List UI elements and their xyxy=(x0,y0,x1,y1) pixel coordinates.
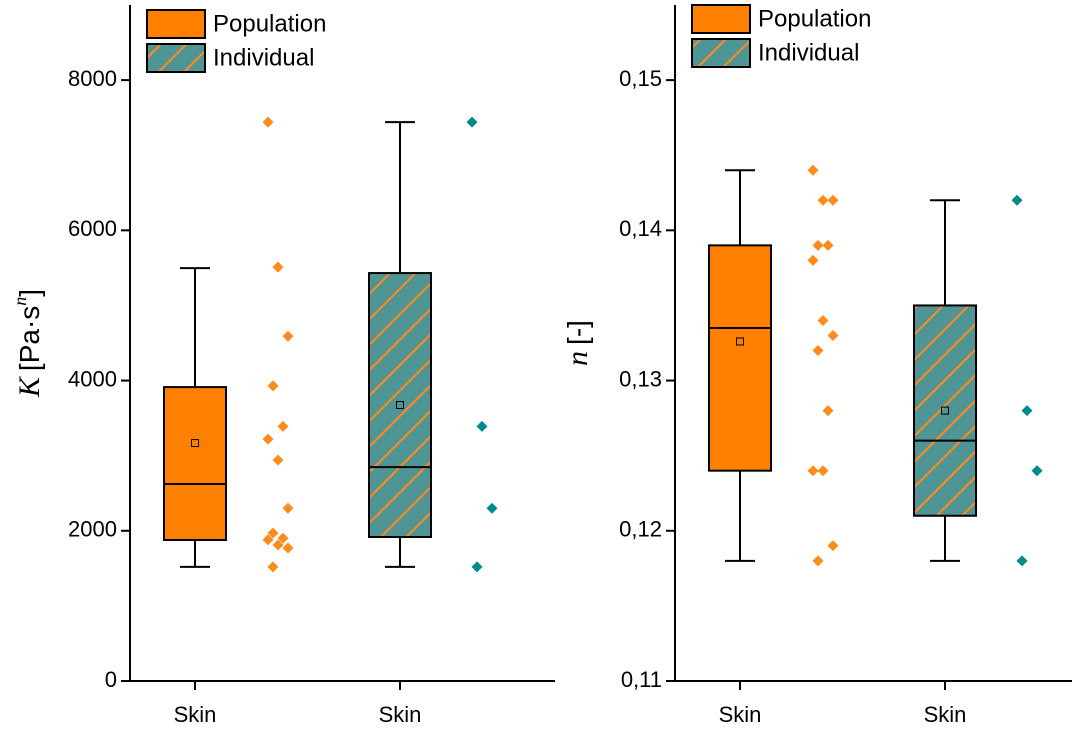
legend-label: Population xyxy=(758,5,871,32)
y-tick-label: 0,14 xyxy=(619,216,662,241)
data-point xyxy=(486,502,498,514)
data-point xyxy=(807,254,819,266)
data-point xyxy=(262,433,274,445)
x-tick-label: Skin xyxy=(924,702,967,727)
x-tick-label: Skin xyxy=(174,702,217,727)
legend-label: Population xyxy=(213,10,326,37)
legend-swatch xyxy=(146,9,206,39)
data-point xyxy=(812,345,824,357)
data-point xyxy=(476,420,488,432)
y-label-symbol: n xyxy=(561,351,594,366)
data-point xyxy=(807,465,819,477)
legend-label: Individual xyxy=(758,39,859,66)
data-point xyxy=(827,194,839,206)
data-point xyxy=(267,380,279,392)
legend-swatch xyxy=(691,38,751,68)
x-tick-label: Skin xyxy=(379,702,422,727)
data-point xyxy=(282,542,294,554)
data-point xyxy=(272,539,284,551)
data-point xyxy=(262,116,274,128)
data-point xyxy=(1016,555,1028,567)
box xyxy=(913,304,977,517)
data-point xyxy=(1021,405,1033,417)
data-point xyxy=(822,405,834,417)
legend-swatch xyxy=(691,4,751,34)
y-label-superscript: n xyxy=(10,297,30,306)
y-label-symbol: K xyxy=(13,375,46,398)
legend-swatch xyxy=(146,43,206,73)
data-point xyxy=(471,561,483,573)
y-tick-label: 0,11 xyxy=(621,667,662,692)
data-point xyxy=(282,502,294,514)
y-tick-label: 0,12 xyxy=(619,517,662,542)
box xyxy=(368,272,432,539)
data-point xyxy=(807,164,819,176)
y-label-text: [Pa·s xyxy=(14,306,45,371)
data-point xyxy=(267,561,279,573)
data-point xyxy=(466,116,478,128)
box xyxy=(163,386,227,542)
data-point xyxy=(277,532,289,544)
x-tick-label: Skin xyxy=(719,702,762,727)
y-tick-label: 8000 xyxy=(68,66,117,91)
y-tick-label: 4000 xyxy=(68,366,117,391)
data-point xyxy=(827,329,839,341)
data-point xyxy=(272,261,284,273)
y-label-close: ] xyxy=(14,289,45,297)
data-point xyxy=(817,465,829,477)
mean-marker xyxy=(941,406,949,415)
data-point xyxy=(272,454,284,466)
data-point xyxy=(262,534,274,546)
data-point xyxy=(817,314,829,326)
data-point xyxy=(277,420,289,432)
data-point xyxy=(822,239,834,251)
data-point xyxy=(827,540,839,552)
y-tick-label: 6000 xyxy=(68,216,117,241)
y-tick-label: 0,13 xyxy=(619,366,662,391)
data-point xyxy=(812,555,824,567)
y-tick-label: 0,15 xyxy=(619,66,662,91)
legend-label: Individual xyxy=(213,44,314,71)
data-point xyxy=(1011,194,1023,206)
data-point xyxy=(267,527,279,539)
y-axis-label: K [Pa·sn] xyxy=(10,289,46,398)
y-tick-label: 2000 xyxy=(68,517,117,542)
y-axis-label: n [-] xyxy=(561,320,594,366)
mean-marker xyxy=(396,401,404,410)
data-point xyxy=(812,239,824,251)
data-point xyxy=(817,194,829,206)
mean-marker xyxy=(736,337,744,346)
mean-marker xyxy=(191,439,199,448)
data-point xyxy=(1031,465,1043,477)
data-point xyxy=(282,330,294,342)
y-label-text: [-] xyxy=(562,320,593,345)
box xyxy=(708,244,772,472)
y-tick-label: 0 xyxy=(105,667,117,692)
